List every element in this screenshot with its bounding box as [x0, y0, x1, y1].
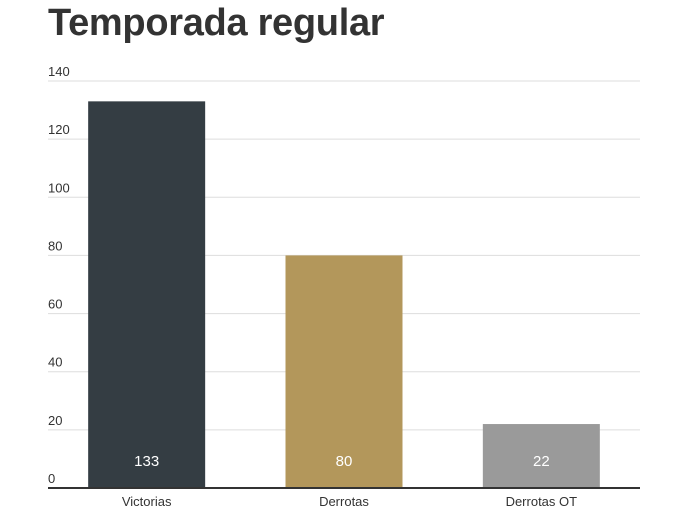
y-tick-label-60: 60	[48, 297, 62, 312]
y-tick-label-0: 0	[48, 471, 55, 486]
chart-title: Temporada regular	[48, 2, 385, 44]
y-tick-label-120: 120	[48, 122, 70, 137]
y-tick-label-140: 140	[48, 64, 70, 79]
x-tick-label-victorias: Victorias	[122, 494, 172, 509]
y-tick-label-20: 20	[48, 413, 62, 428]
data-label-derrotas-ot: 22	[533, 453, 550, 470]
y-tick-label-80: 80	[48, 238, 62, 253]
y-tick-label-100: 100	[48, 180, 70, 195]
y-tick-label-40: 40	[48, 355, 62, 370]
bar-derrotas-ot	[482, 424, 600, 488]
data-label-victorias: 133	[134, 453, 159, 470]
data-label-derrotas: 80	[336, 453, 353, 470]
bar-derrotas	[285, 255, 403, 488]
x-tick-label-derrotas-ot: Derrotas OT	[506, 494, 578, 509]
bar-victorias	[88, 101, 206, 488]
x-tick-label-derrotas: Derrotas	[319, 494, 369, 509]
